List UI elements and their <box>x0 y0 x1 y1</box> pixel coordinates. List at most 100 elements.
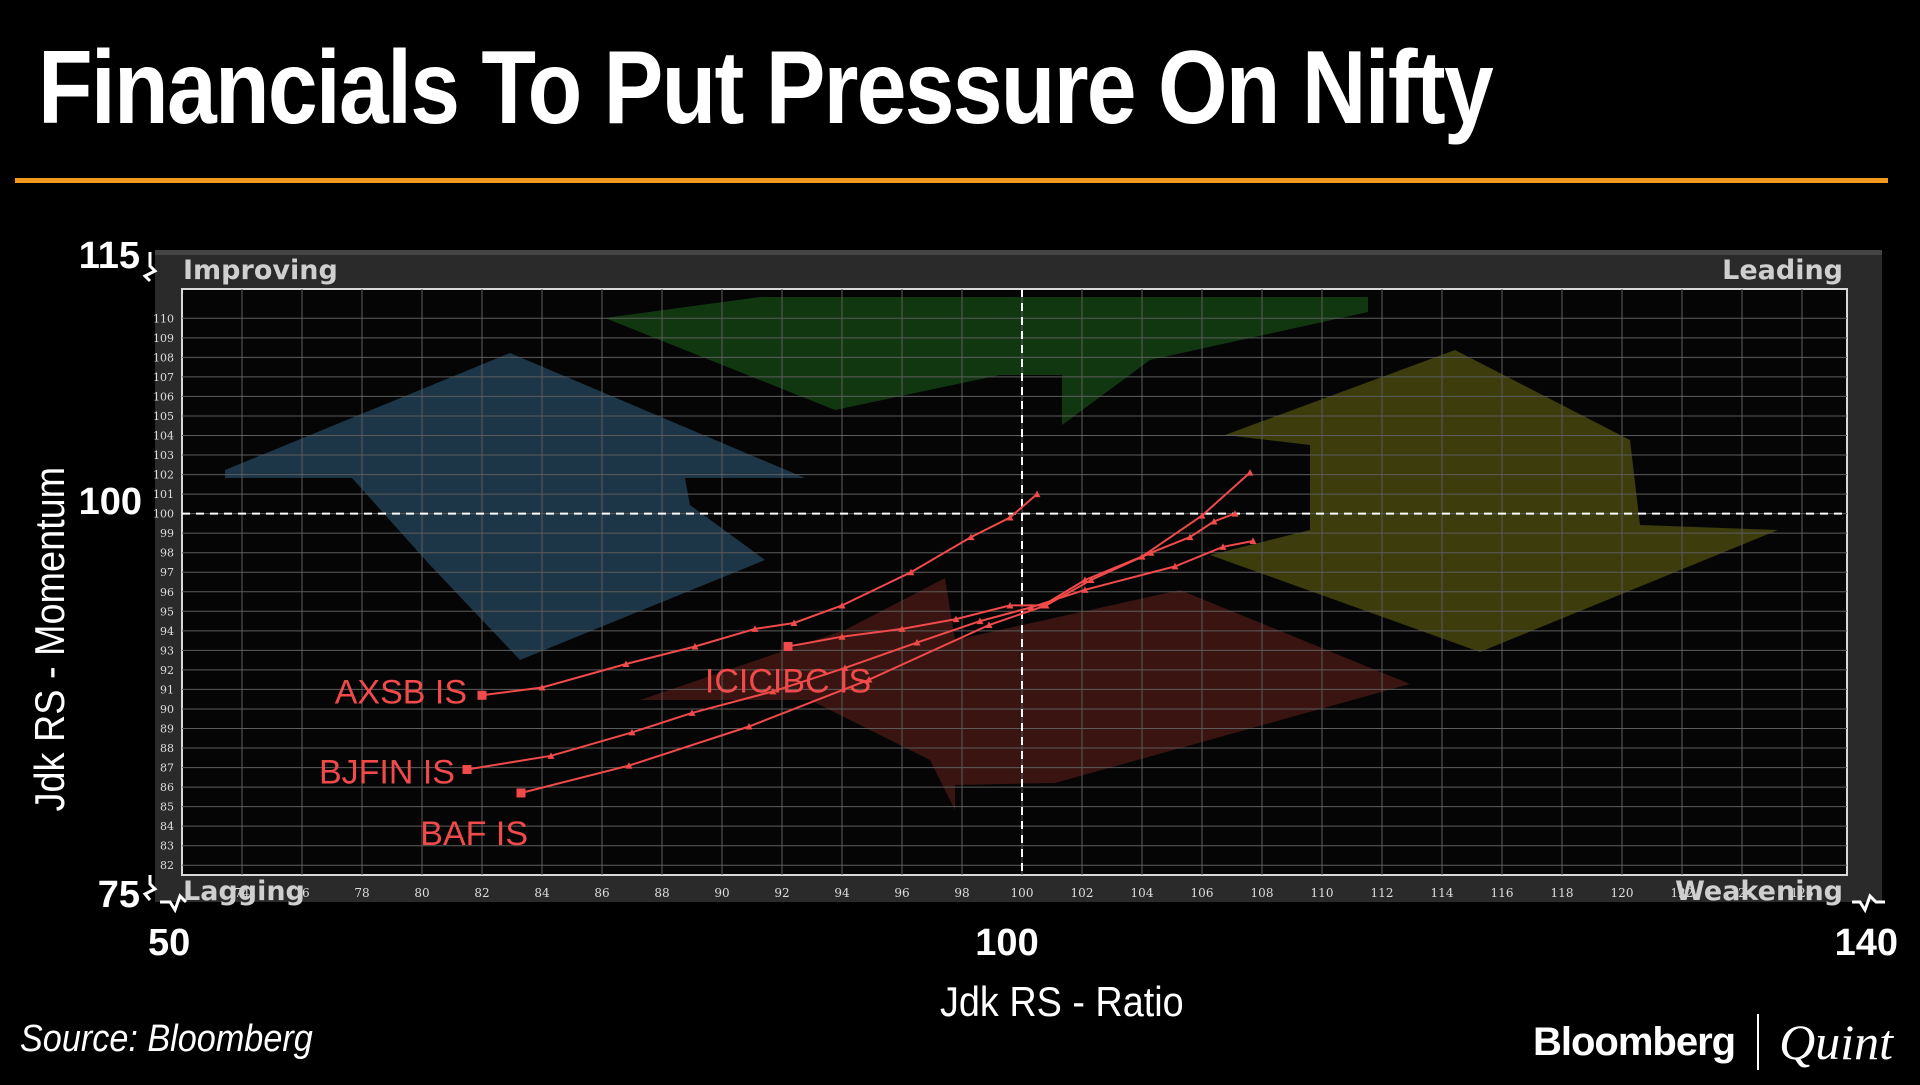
x-tick-label: 88 <box>654 886 669 900</box>
series-point-marker <box>985 621 993 628</box>
series-point-marker <box>691 642 699 650</box>
series-point-marker <box>838 633 846 640</box>
series-point-marker <box>907 568 915 576</box>
series-point-marker <box>790 619 798 627</box>
y-tick-label: 99 <box>160 527 174 540</box>
x-tick-label: 86 <box>594 886 609 900</box>
x-tick-label: 110 <box>1311 886 1334 900</box>
series-label-baf-is: BAF IS <box>420 815 528 853</box>
y-break-label-max: 115 <box>79 235 140 277</box>
series-point-marker <box>1081 586 1089 593</box>
y-tick-label: 109 <box>153 332 174 345</box>
y-tick-labels: 82 83 84 85 86 87 88 89 90 91 92 93 94 95 96 97 98 99 100 1… <box>153 312 174 872</box>
quadrant-label-weakening: Weakening <box>1675 876 1843 907</box>
x-tick-label: 96 <box>894 886 909 900</box>
y-tick-label: 84 <box>160 820 174 833</box>
x-tick-label: 90 <box>714 886 729 900</box>
series-point-marker <box>1186 533 1194 541</box>
x-break-label-center: 100 <box>975 922 1038 964</box>
y-tick-label: 90 <box>160 703 174 716</box>
series-point-marker <box>625 762 633 769</box>
series-start-marker <box>477 690 487 700</box>
x-tick-label: 84 <box>534 886 550 900</box>
y-tick-label: 93 <box>160 644 174 657</box>
series-start-marker <box>516 788 526 798</box>
y-tick-label: 95 <box>160 605 174 618</box>
y-tick-label: 110 <box>153 312 174 325</box>
quadrant-label-leading: Leading <box>1722 255 1843 286</box>
x-tick-label: 106 <box>1191 886 1214 900</box>
quadrant-label-lagging: Lagging <box>183 876 305 907</box>
series-start-marker <box>783 641 793 651</box>
x-tick-label: 124 <box>1731 886 1754 900</box>
y-tick-label: 83 <box>160 840 174 853</box>
quadrant-label-improving: Improving <box>183 255 338 286</box>
series-point-marker <box>838 601 846 609</box>
title-underline <box>15 178 1888 183</box>
y-tick-label: 97 <box>160 566 174 579</box>
series-layer: AXSB IS ICICIBC IS BJFIN IS BAF IS <box>319 469 1257 853</box>
y-tick-label: 107 <box>153 371 174 384</box>
series-point-marker <box>1219 543 1227 550</box>
x-tick-label: 120 <box>1611 886 1634 900</box>
series-point-marker <box>1249 537 1257 544</box>
series-point-marker <box>952 615 960 623</box>
y-tick-label: 102 <box>153 469 174 482</box>
series-icicibc-is: ICICIBC IS <box>705 469 1254 700</box>
series-point-marker <box>622 660 630 668</box>
x-tick-label: 100 <box>1011 886 1034 900</box>
series-point-marker <box>841 664 849 671</box>
brand-divider <box>1757 1014 1760 1070</box>
series-point-marker <box>1042 601 1050 609</box>
x-tick-label: 126 <box>1791 886 1814 900</box>
series-point-marker <box>1210 517 1218 525</box>
y-tick-label: 85 <box>160 801 174 814</box>
series-point-marker <box>976 617 984 625</box>
x-axis-break-left <box>160 893 188 914</box>
series-point-marker <box>1027 603 1035 611</box>
x-break-label-max: 140 <box>1835 922 1898 964</box>
y-tick-label: 98 <box>160 547 174 560</box>
series-label-bjfin-is: BJFIN IS <box>319 754 455 792</box>
series-point-marker <box>898 625 906 632</box>
y-tick-label: 91 <box>160 683 174 696</box>
y-tick-label: 108 <box>153 351 174 364</box>
series-point-marker <box>913 639 921 646</box>
y-tick-label: 88 <box>160 742 174 755</box>
series-point-marker <box>751 625 759 632</box>
x-tick-label: 112 <box>1371 886 1394 900</box>
y-tick-label: 106 <box>153 390 174 403</box>
y-tick-label: 104 <box>153 430 174 443</box>
y-tick-label: 92 <box>160 664 174 677</box>
series-point-marker <box>967 533 975 541</box>
y-tick-label: 101 <box>153 488 174 501</box>
x-tick-label: 76 <box>294 886 309 900</box>
series-point-marker <box>1006 601 1014 609</box>
y-break-label-center: 100 <box>79 481 142 523</box>
x-axis-break-right <box>1852 893 1885 914</box>
x-tick-label: 80 <box>414 886 429 900</box>
y-tick-label: 100 <box>153 508 174 521</box>
series-point-marker <box>745 723 753 730</box>
y-axis-break-top <box>142 252 158 283</box>
x-break-label-min: 50 <box>148 922 190 964</box>
grid <box>182 289 1847 875</box>
x-tick-labels: 74 76 78 80 82 84 86 88 90 92 94 96 98 100 102 104 106 10… <box>234 886 1813 900</box>
source-note: Source: Bloomberg <box>20 1018 313 1060</box>
y-tick-label: 94 <box>160 625 174 638</box>
lagging-arrow-shape <box>640 578 1410 810</box>
series-point-marker <box>865 676 873 683</box>
x-tick-label: 122 <box>1671 886 1694 900</box>
series-point-marker <box>1033 490 1041 498</box>
y-tick-label: 87 <box>160 762 174 775</box>
series-point-marker <box>1147 549 1155 556</box>
y-break-label-min: 75 <box>98 874 140 916</box>
y-tick-label: 86 <box>160 781 174 794</box>
x-tick-label: 116 <box>1491 886 1514 900</box>
series-point-marker <box>538 683 546 691</box>
brand-primary: Bloomberg <box>1533 1019 1736 1064</box>
series-point-marker <box>1087 576 1095 584</box>
axis-break-marks <box>142 252 1885 914</box>
series-point-marker <box>688 709 696 716</box>
